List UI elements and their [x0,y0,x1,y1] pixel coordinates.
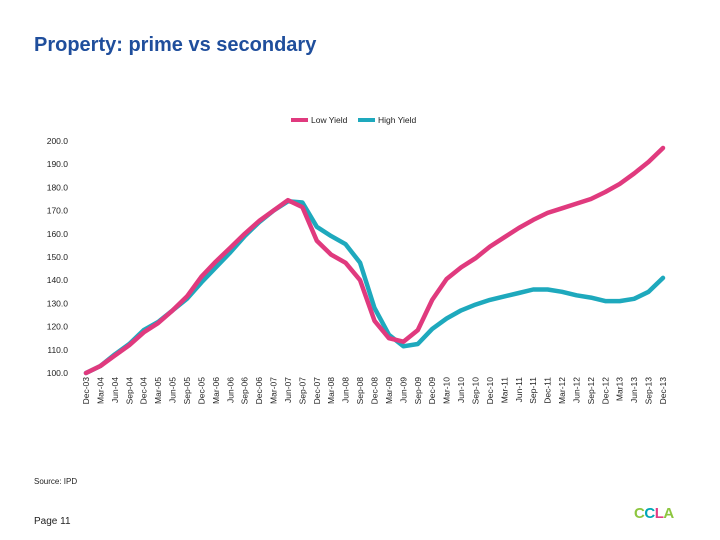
y-tick-label: 160.0 [47,229,69,239]
x-tick-label: Mar-05 [153,377,163,404]
x-tick-label: Sep-09 [413,377,423,405]
y-tick-label: 190.0 [47,159,69,169]
y-tick-label: 180.0 [47,182,69,192]
y-tick-label: 140.0 [47,275,69,285]
series-line-low-yield [83,145,666,376]
x-tick-label: Mar-04 [95,377,105,404]
x-tick-label: Dec-05 [196,377,206,405]
x-tick-label: Sep-13 [644,377,654,405]
x-tick-label: Sep-04 [124,377,134,405]
x-tick-label: Dec-12 [600,377,610,405]
x-tick-label: Mar-06 [211,377,221,404]
x-tick-label: Mar-08 [326,377,336,404]
x-tick-label: Sep-05 [182,377,192,405]
y-tick-label: 150.0 [47,252,69,262]
logo-letter: A [663,505,674,522]
x-tick-label: Mar-07 [269,377,279,404]
x-tick-label: Jun-04 [110,377,120,403]
y-tick-label: 130.0 [47,298,69,308]
x-tick-label: Dec-07 [312,377,322,405]
page-title: Property: prime vs secondary [34,34,317,56]
x-tick-label: Mar-10 [442,377,452,404]
x-tick-label: Sep-08 [355,377,365,405]
logo-letter: C [634,505,645,522]
x-tick-label: Jun-12 [571,377,581,403]
y-tick-label: 100.0 [47,368,69,378]
page-number: Page 11 [34,516,71,527]
x-tick-label: Dec-08 [370,377,380,405]
x-tick-label: Dec-06 [254,377,264,405]
x-tick-label: Sep-07 [297,377,307,405]
y-tick-label: 120.0 [47,322,69,332]
legend-label: High Yield [378,115,417,125]
series-line-high-yield [83,199,666,376]
x-tick-label: Jun-07 [283,377,293,403]
x-tick-label: Jun-11 [514,377,524,403]
x-tick-label: Sep-11 [528,377,538,404]
x-tick-label: Dec-04 [139,377,149,405]
x-tick-label: Mar-11 [499,377,509,404]
x-tick-label: Jun-06 [225,377,235,403]
x-tick-label: Sep-10 [470,377,480,405]
y-tick-label: 170.0 [47,206,69,216]
x-tick-label: Dec-13 [658,377,668,405]
x-tick-label: Mar-09 [384,377,394,404]
source-note: Source: IPD [34,477,78,486]
x-tick-label: Mar13 [615,377,625,401]
logo-letter: C [644,505,655,522]
y-tick-label: 200.0 [47,136,69,146]
x-tick-label: Dec-10 [485,377,495,405]
legend-label: Low Yield [311,115,348,125]
logo-letter: L [654,505,664,522]
x-tick-label: Dec-11 [543,377,553,404]
x-tick-label: Jun-10 [456,377,466,403]
x-tick-label: Dec-03 [81,377,91,405]
x-tick-label: Jun-13 [629,377,639,403]
x-tick-label: Dec-09 [427,377,437,405]
x-tick-label: Jun-05 [168,377,178,403]
x-tick-label: Jun-08 [341,377,351,403]
x-tick-label: Mar-12 [557,377,567,404]
ccla-logo: CCLA [634,505,674,522]
x-tick-label: Jun-09 [398,377,408,403]
x-tick-label: Sep-06 [240,377,250,405]
x-tick-label: Sep-12 [586,377,596,405]
y-tick-label: 110.0 [47,345,68,355]
